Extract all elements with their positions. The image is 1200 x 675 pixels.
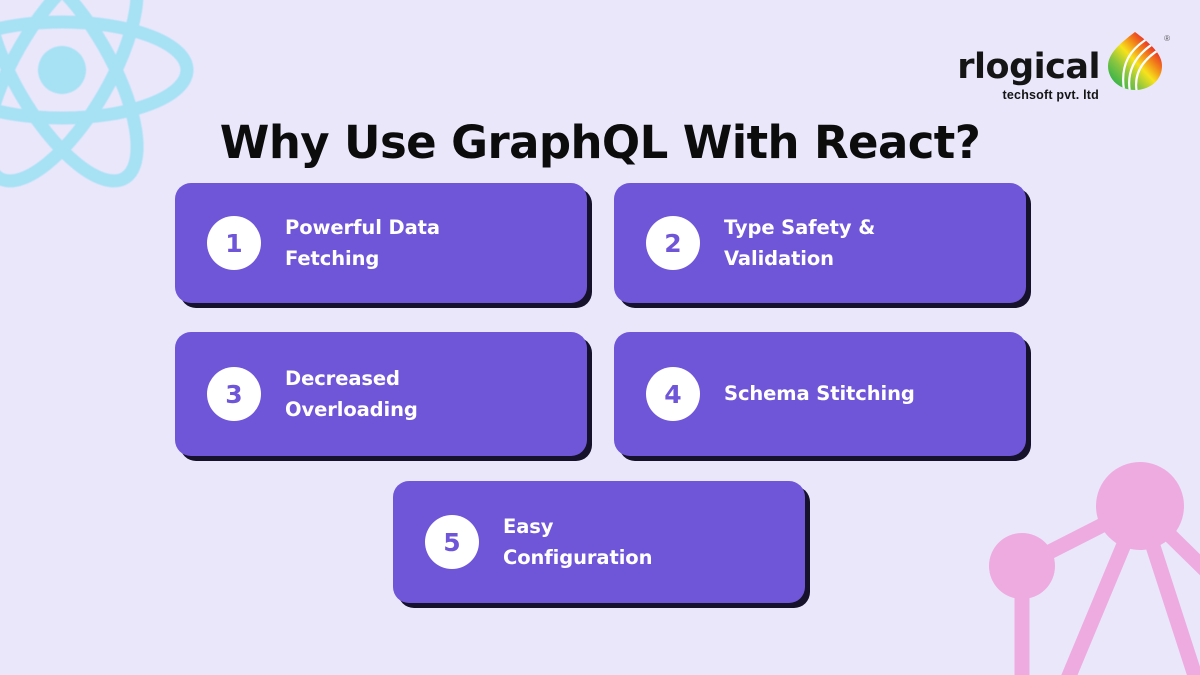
feature-card-3[interactable]: 3 Decreased Overloading — [175, 332, 587, 456]
card-number-badge: 3 — [207, 367, 261, 421]
brand-logo-text: rlogical techsoft pvt. ltd — [957, 26, 1100, 102]
card-label: Schema Stitching — [724, 382, 915, 406]
feature-card-5[interactable]: 5 Easy Configuration — [393, 481, 805, 603]
card-number-badge: 2 — [646, 216, 700, 270]
brand-tagline: techsoft pvt. ltd — [1002, 88, 1099, 102]
brand-logo: rlogical techsoft pvt. ltd — [957, 26, 1170, 102]
feature-card-4[interactable]: 4 Schema Stitching — [614, 332, 1026, 456]
card-number-badge: 5 — [425, 515, 479, 569]
feature-card-1[interactable]: 1 Powerful Data Fetching — [175, 183, 587, 303]
registered-mark: ® — [1164, 34, 1170, 43]
card-label: Type Safety & Validation — [724, 215, 876, 270]
card-label: Decreased Overloading — [285, 366, 418, 421]
card-label: Easy Configuration — [503, 514, 653, 569]
brand-name: rlogical — [957, 47, 1100, 87]
feature-card-2[interactable]: 2 Type Safety & Validation — [614, 183, 1026, 303]
card-label: Powerful Data Fetching — [285, 215, 440, 270]
card-number-badge: 4 — [646, 367, 700, 421]
page-title: Why Use GraphQL With React? — [219, 116, 981, 170]
rainbow-leaf-icon: ® — [1104, 28, 1170, 94]
card-number-badge: 1 — [207, 216, 261, 270]
